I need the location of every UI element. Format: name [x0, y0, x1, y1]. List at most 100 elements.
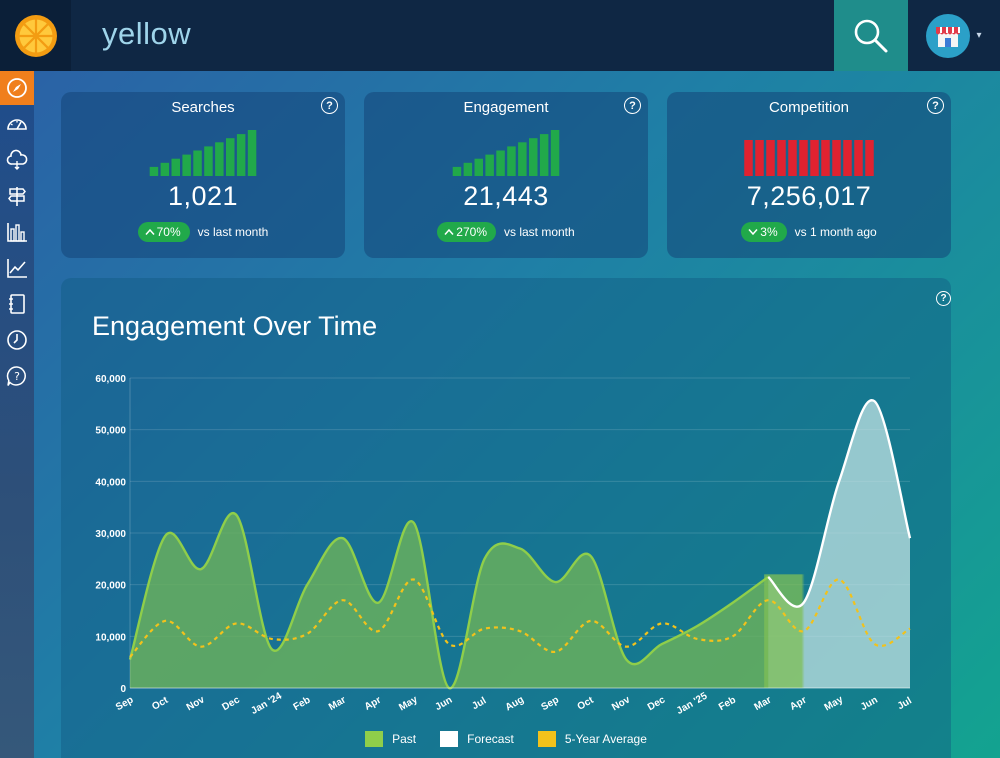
delta-comparison: vs last month: [504, 225, 575, 239]
forecast-line: [767, 399, 912, 608]
search-icon: [854, 19, 888, 52]
y-tick-label: 10,000: [95, 632, 126, 643]
x-tick-label: May: [397, 694, 420, 713]
x-tick-label: Aug: [504, 694, 526, 713]
help-icon[interactable]: ?: [321, 97, 338, 114]
spark-bar: [832, 140, 841, 176]
nav-item-directions[interactable]: [0, 179, 34, 213]
card-delta: 270% vs last month: [364, 222, 648, 242]
x-tick-label: Oct: [150, 695, 171, 713]
chart-panel: Engagement Over Time ? 0 10,000 20,000 30,0…: [61, 278, 951, 758]
spark-bar: [507, 146, 516, 176]
spark-bar: [204, 146, 213, 176]
nav-item-history[interactable]: [0, 323, 34, 357]
x-tick-label: Jun: [433, 695, 454, 713]
x-tick-label: Sep: [540, 694, 561, 713]
nav-item-help[interactable]: ?: [0, 359, 34, 393]
notebook-icon: [9, 294, 25, 314]
chart-legend: Past Forecast 5-Year Average: [61, 731, 951, 747]
bar-chart-icon: [7, 223, 27, 242]
card-title: Engagement: [463, 99, 549, 116]
legend-item-average[interactable]: 5-Year Average: [537, 731, 647, 747]
x-tick-label: Jul: [470, 695, 488, 712]
chevron-up-icon: [444, 228, 454, 235]
help-icon[interactable]: ?: [624, 97, 641, 114]
delta-badge: 70%: [137, 222, 190, 242]
card-value: 1,021: [167, 181, 239, 211]
past-line: [128, 511, 769, 690]
nav-item-trends[interactable]: [0, 251, 34, 285]
nav-item-ideas[interactable]: [0, 143, 34, 177]
card-sparkbars: [744, 140, 874, 176]
nav-item-notes[interactable]: [0, 287, 34, 321]
spark-bar: [485, 154, 494, 176]
legend-swatch: [365, 731, 384, 747]
x-tick-label: Oct: [576, 695, 597, 713]
card-delta: 3% vs 1 month ago: [667, 222, 951, 242]
chevron-down-icon: [748, 229, 758, 236]
legend-item-forecast[interactable]: Forecast: [440, 731, 514, 747]
signpost-icon: [8, 187, 26, 206]
spark-bar: [799, 140, 808, 176]
legend-swatch: [440, 731, 459, 747]
logo[interactable]: [0, 0, 71, 71]
y-tick-label: 50,000: [95, 426, 126, 437]
nav-item-explore[interactable]: [0, 71, 34, 105]
spark-bar: [810, 140, 819, 176]
card-value: 21,443: [463, 181, 549, 211]
delta-value: 70%: [156, 225, 181, 239]
chevron-up-icon: [145, 228, 155, 235]
spark-bar: [865, 140, 874, 176]
card-delta: 70% vs last month: [61, 222, 345, 242]
engagement-chart: 0 10,000 20,000 30,000 40,000 50,000 60,000 Sep…: [95, 374, 914, 717]
nav-item-dashboard[interactable]: [0, 107, 34, 141]
spark-bar: [452, 166, 462, 176]
spark-bar: [539, 134, 549, 176]
spark-bar: [777, 140, 786, 176]
card-title: Competition: [768, 99, 850, 116]
x-tick-label: Dec: [220, 694, 242, 713]
avatar: [926, 13, 971, 58]
x-tick-label: Jun: [859, 695, 880, 713]
clock-icon: [7, 330, 27, 350]
x-tick-label: May: [823, 694, 846, 713]
spark-bar: [193, 150, 202, 176]
x-tick-label: Jan '25: [675, 690, 710, 717]
spark-bar: [550, 130, 560, 176]
spark-bar: [182, 154, 191, 176]
x-tick-label: Nov: [185, 694, 207, 713]
card-searches: Searches ? 1,021 70% vs last month: [61, 92, 345, 258]
spark-bar: [236, 134, 246, 176]
sidebar: ?: [0, 71, 34, 758]
spark-bar: [215, 142, 224, 176]
x-tick-label: Mar: [752, 695, 773, 713]
legend-label: Forecast: [467, 732, 514, 746]
x-tick-label: Feb: [717, 695, 738, 713]
card-sparkbars: [452, 130, 560, 176]
spark-bar: [171, 158, 180, 176]
x-tick-label: Jul: [896, 695, 914, 712]
spark-bar: [529, 138, 538, 176]
legend-item-past[interactable]: Past: [365, 731, 416, 747]
x-tick-label: Feb: [292, 695, 313, 713]
legend-label: 5-Year Average: [564, 732, 647, 746]
help-icon[interactable]: ?: [927, 97, 944, 114]
x-tick-label: Mar: [327, 695, 348, 713]
line-chart-icon: [7, 259, 27, 278]
spark-bar: [474, 158, 483, 176]
legend-label: Past: [392, 732, 417, 746]
chart-title: Engagement Over Time: [92, 311, 378, 341]
spark-bar: [744, 140, 753, 176]
delta-comparison: vs 1 month ago: [794, 225, 877, 239]
x-tick-label: Dec: [646, 694, 668, 713]
spark-bar: [160, 162, 170, 176]
delta-badge: 3%: [741, 222, 787, 242]
card-title: Searches: [171, 99, 235, 116]
x-tick-label: Sep: [114, 694, 135, 713]
account-menu[interactable]: ▾: [908, 0, 1000, 71]
help-icon[interactable]: ?: [936, 291, 951, 306]
search-button[interactable]: [834, 0, 908, 71]
chevron-down-icon: ▾: [976, 30, 982, 41]
spark-bar: [766, 140, 775, 176]
nav-item-reports[interactable]: [0, 215, 34, 249]
